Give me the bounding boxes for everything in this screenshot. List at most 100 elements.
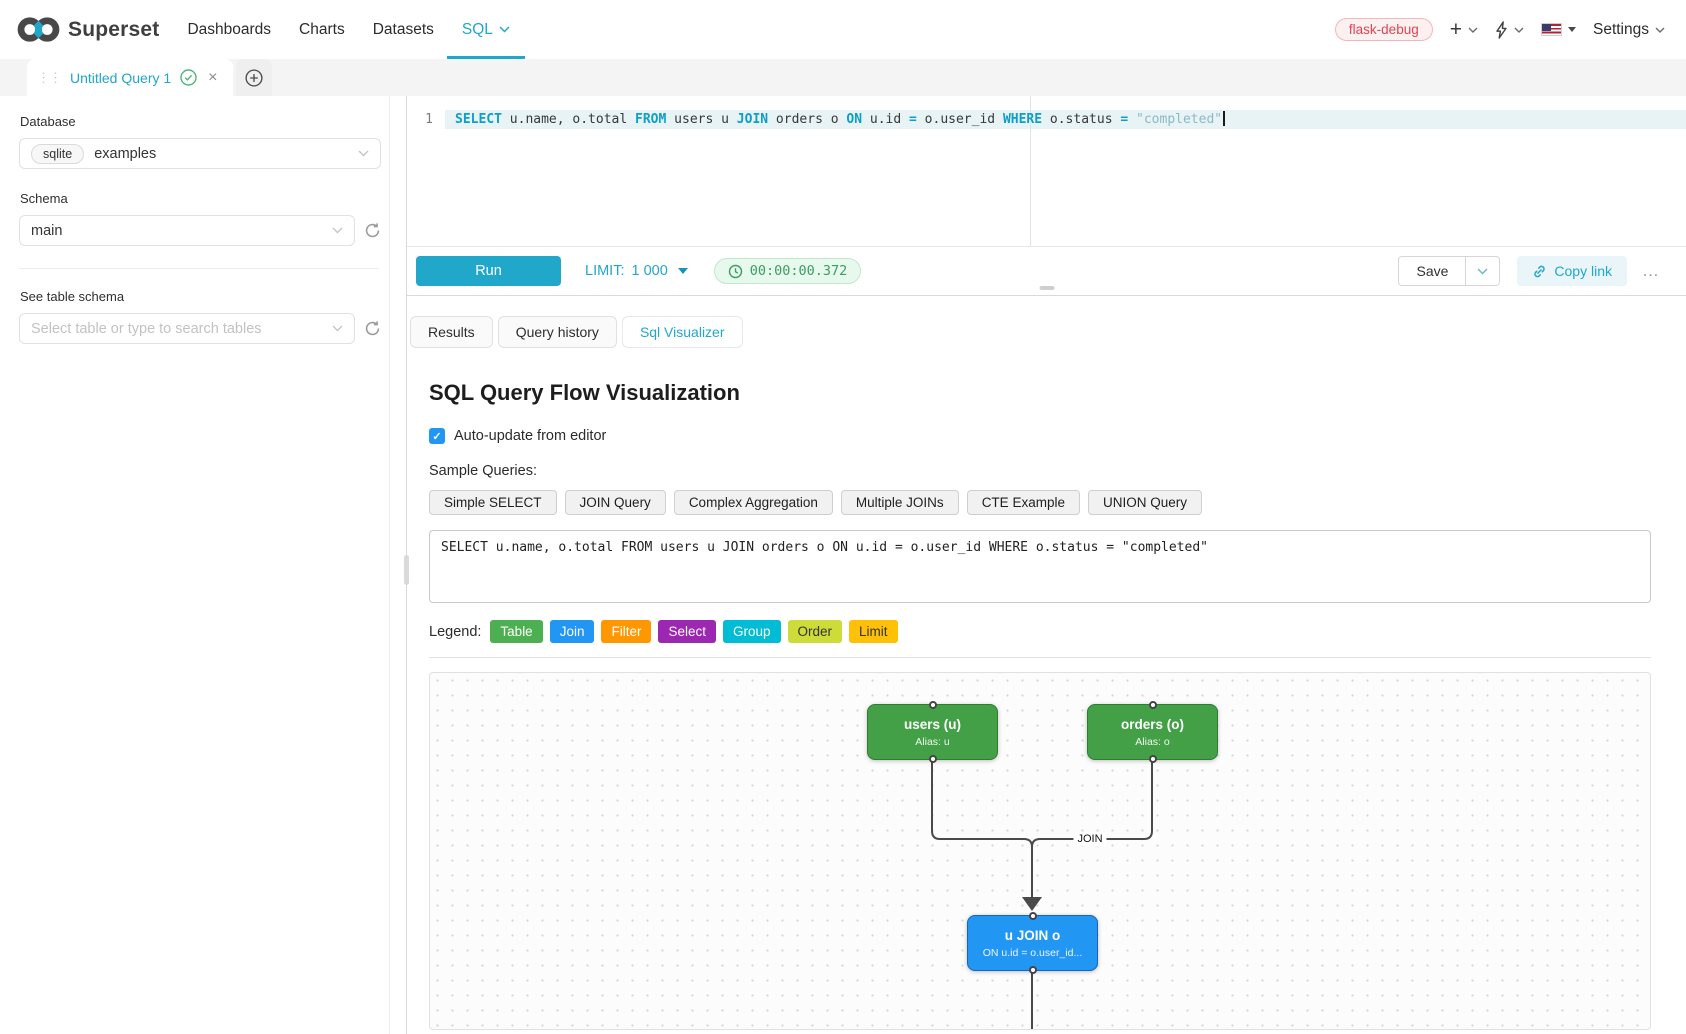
nav-dashboards[interactable]: Dashboards (187, 20, 272, 38)
node-title: u JOIN o (1004, 927, 1061, 943)
chevron-down-icon (499, 26, 510, 33)
sample-union-query-button[interactable]: UNION Query (1087, 490, 1202, 515)
sql-token: o.user_id (916, 112, 1003, 127)
query-status-menu[interactable] (1495, 20, 1524, 39)
more-menu-icon[interactable]: … (1642, 261, 1660, 280)
sql-token: o.status (1042, 112, 1121, 127)
legend-select-badge: Select (658, 620, 716, 643)
sample-multiple-joins-button[interactable]: Multiple JOINs (840, 490, 959, 515)
sql-token: ON (846, 112, 863, 127)
lightning-icon (1496, 20, 1507, 39)
auto-update-checkbox[interactable]: ✓ (429, 428, 445, 444)
language-menu[interactable] (1540, 23, 1576, 36)
new-item-menu[interactable]: + (1450, 19, 1478, 40)
limit-dropdown[interactable]: LIMIT: 1 000 (585, 263, 688, 279)
sql-editor[interactable]: 1 SELECT u.name, o.total FROM users u JO… (407, 96, 1686, 247)
node-subtitle: Alias: u (915, 735, 950, 748)
settings-menu[interactable]: Settings (1593, 21, 1665, 39)
copy-link-label: Copy link (1554, 263, 1612, 279)
node-handle[interactable] (1028, 966, 1037, 974)
tab-results[interactable]: Results (410, 316, 493, 348)
limit-label: LIMIT: (585, 263, 625, 279)
nav-sql[interactable]: SQL (446, 0, 525, 59)
sample-join-query-button[interactable]: JOIN Query (564, 490, 666, 515)
node-handle[interactable] (1148, 755, 1157, 763)
us-flag-icon (1540, 23, 1562, 36)
superset-logo[interactable]: Superset (16, 14, 159, 45)
nav-sql-label: SQL (461, 20, 493, 38)
toolbar-right: Save Copy link … (1398, 256, 1666, 286)
sqllab-sidebar: Database sqlite examples Schema main (0, 96, 390, 1034)
tab-query-history[interactable]: Query history (497, 316, 617, 348)
sql-token: JOIN (736, 112, 769, 127)
sql-input[interactable]: SELECT u.name, o.total FROM users u JOIN… (429, 530, 1651, 603)
node-handle[interactable] (1148, 701, 1157, 709)
settings-label: Settings (1592, 20, 1649, 38)
sample-simple-select-button[interactable]: Simple SELECT (429, 490, 557, 515)
editor-toolbar: Run LIMIT: 1 000 00:00:00.372 Save (407, 247, 1686, 295)
query-tab[interactable]: ⋮⋮ Untitled Query 1 × (27, 59, 233, 96)
flow-node-join[interactable]: u JOIN o ON u.id = o.user_id... (967, 912, 1098, 974)
flow-edges (931, 760, 1153, 1029)
node-handle[interactable] (1028, 912, 1037, 920)
node-subtitle: Alias: o (1135, 735, 1170, 748)
line-number: 1 (425, 112, 433, 127)
workspace: Database sqlite examples Schema main (0, 96, 1686, 1034)
save-options-button[interactable] (1466, 256, 1501, 286)
clock-icon (728, 264, 742, 278)
add-tab-button[interactable] (235, 59, 272, 96)
sqllab-main: 1 SELECT u.name, o.total FROM users u JO… (407, 96, 1686, 1034)
legend-group-badge: Group (723, 620, 781, 643)
legend-join-badge: Join (549, 620, 595, 643)
nav-charts[interactable]: Charts (299, 20, 345, 38)
sql-token: = (1120, 112, 1129, 127)
query-timer: 00:00:00.372 (713, 258, 862, 284)
nav-datasets[interactable]: Datasets (372, 20, 434, 38)
sql-tokens: SELECT u.name, o.total FROM users u JOIN… (455, 112, 1222, 127)
table-select-placeholder: Select table or type to search tables (31, 320, 262, 337)
sql-visualizer-panel: SQL Query Flow Visualization ✓ Auto-upda… (407, 380, 1686, 1030)
database-select[interactable]: sqlite examples (19, 138, 381, 169)
active-line-highlight (445, 110, 1686, 129)
print-margin-line (1030, 96, 1031, 246)
sample-query-buttons: Simple SELECT JOIN Query Complex Aggrega… (429, 490, 1651, 515)
close-tab-icon[interactable]: × (208, 68, 218, 86)
query-tab-label: Untitled Query 1 (70, 69, 172, 86)
schema-select[interactable]: main (19, 215, 355, 246)
plus-icon: + (1449, 18, 1462, 41)
refresh-tables-icon[interactable] (364, 320, 381, 337)
refresh-schemas-icon[interactable] (364, 222, 381, 239)
chevron-down-icon (1655, 27, 1665, 33)
sql-token: users u (666, 112, 737, 127)
node-handle[interactable] (928, 755, 937, 763)
limit-value: 1 000 (631, 263, 668, 279)
splitter-handle[interactable] (404, 555, 409, 585)
tab-sql-visualizer[interactable]: Sql Visualizer (621, 316, 743, 348)
sample-complex-aggregation-button[interactable]: Complex Aggregation (673, 490, 833, 515)
pane-splitter[interactable] (390, 96, 409, 1034)
sql-token: = (909, 112, 917, 127)
chevron-down-icon (1468, 27, 1478, 33)
sql-token: u.id (862, 112, 910, 127)
copy-link-button[interactable]: Copy link (1517, 256, 1627, 286)
table-schema-label: See table schema (20, 289, 125, 304)
legend-label: Legend: (429, 623, 482, 640)
link-icon (1534, 265, 1546, 277)
schema-select-value: main (31, 222, 63, 239)
legend-limit-badge: Limit (849, 620, 898, 643)
save-button[interactable]: Save (1398, 256, 1467, 286)
page-title: SQL Query Flow Visualization (429, 380, 740, 405)
resize-handle[interactable] (1039, 286, 1054, 290)
table-select[interactable]: Select table or type to search tables (19, 313, 355, 344)
legend-table-badge: Table (490, 620, 543, 643)
auto-update-toggle[interactable]: ✓ Auto-update from editor (429, 428, 1651, 444)
flow-node-orders[interactable]: orders (o) Alias: o (1087, 701, 1218, 763)
sample-cte-example-button[interactable]: CTE Example (966, 490, 1080, 515)
database-label: Database (20, 114, 76, 129)
query-flow-canvas[interactable]: users (u) Alias: u orders (o) Alias: o J… (429, 672, 1651, 1030)
flow-node-users[interactable]: users (u) Alias: u (867, 701, 998, 763)
sql-token: FROM (635, 112, 667, 127)
text-cursor (1223, 111, 1226, 126)
node-handle[interactable] (928, 701, 937, 709)
run-button[interactable]: Run (416, 256, 561, 286)
